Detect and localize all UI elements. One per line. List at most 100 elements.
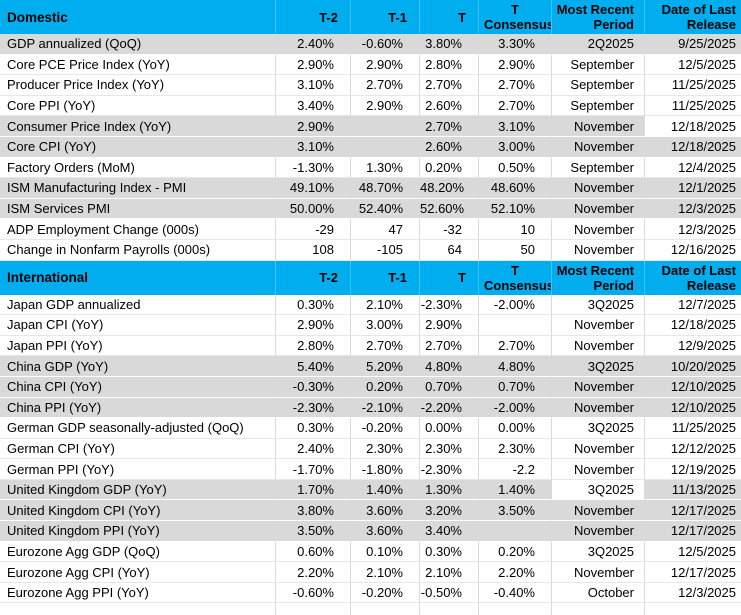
cell-t2[interactable]: 2.20% (276, 562, 351, 583)
cell-t-consensus[interactable]: -0.40% (479, 582, 552, 604)
cell-indicator-label[interactable]: China PPI (YoY) (0, 397, 276, 419)
cell-date-of-last-release[interactable]: 12/19/2025 (645, 459, 741, 480)
cell-t-consensus[interactable]: 10 (479, 219, 552, 240)
cell-t2[interactable]: -1.70% (276, 459, 351, 480)
cell-t[interactable]: -2.30% (420, 294, 479, 316)
cell-t1[interactable] (351, 136, 420, 158)
cell-date-of-last-release[interactable]: 11/25/2025 (645, 95, 741, 117)
cell-indicator-label[interactable]: ADP Employment Change (000s) (0, 219, 276, 240)
cell-most-recent-period[interactable]: November (552, 335, 645, 357)
cell-date-of-last-release[interactable]: 12/17/2025 (645, 521, 741, 542)
cell-indicator-label[interactable]: Eurozone Agg CPI (YoY) (0, 562, 276, 583)
column-header-date-of-last-release[interactable]: Date of Last Release (645, 260, 741, 295)
cell-date-of-last-release[interactable]: 12/3/2025 (645, 198, 741, 220)
cell-t[interactable]: 0.00% (420, 418, 479, 439)
cell-indicator-label[interactable]: United Kingdom PPI (YoY) (0, 521, 276, 542)
cell-t1[interactable]: 2.30% (351, 438, 420, 460)
cell-most-recent-period[interactable]: November (552, 178, 645, 199)
cell-t1[interactable]: 52.40% (351, 198, 420, 220)
cell-most-recent-period[interactable]: September (552, 95, 645, 117)
cell-date-of-last-release[interactable]: 12/4/2025 (645, 157, 741, 179)
cell-t1[interactable]: 0.10% (351, 541, 420, 563)
cell-indicator-label[interactable]: United Kingdom CPI (YoY) (0, 500, 276, 522)
cell-date-of-last-release[interactable]: 10/20/2025 (645, 356, 741, 377)
cell-t-consensus[interactable]: 52.10% (479, 198, 552, 220)
cell-t1[interactable]: -1.80% (351, 459, 420, 480)
cell-t[interactable]: 0.20% (420, 157, 479, 179)
cell-most-recent-period[interactable]: 3Q2025 (552, 479, 645, 501)
cell-indicator-label[interactable]: Factory Orders (MoM) (0, 157, 276, 179)
cell-indicator-label[interactable]: Consumer Price Index (YoY) (0, 116, 276, 137)
empty-cell[interactable] (645, 603, 741, 615)
cell-most-recent-period[interactable]: 3Q2025 (552, 294, 645, 316)
cell-t[interactable]: -2.20% (420, 397, 479, 419)
cell-t-consensus[interactable]: 2.20% (479, 562, 552, 583)
empty-cell[interactable] (420, 603, 479, 615)
cell-date-of-last-release[interactable]: 12/3/2025 (645, 219, 741, 240)
cell-t2[interactable]: -2.30% (276, 397, 351, 419)
cell-t-consensus[interactable] (479, 315, 552, 336)
cell-t2[interactable]: 2.40% (276, 438, 351, 460)
cell-t[interactable]: 3.80% (420, 34, 479, 55)
cell-indicator-label[interactable]: Core PPI (YoY) (0, 95, 276, 117)
cell-t1[interactable]: 2.70% (351, 335, 420, 357)
cell-t2[interactable]: 0.60% (276, 541, 351, 563)
column-header-t[interactable]: T (420, 0, 479, 34)
cell-t[interactable]: -2.30% (420, 459, 479, 480)
cell-t2[interactable]: -1.30% (276, 157, 351, 179)
cell-most-recent-period[interactable]: November (552, 198, 645, 220)
cell-t2[interactable]: 0.30% (276, 294, 351, 316)
cell-most-recent-period[interactable]: October (552, 582, 645, 604)
cell-indicator-label[interactable]: China GDP (YoY) (0, 356, 276, 377)
empty-cell[interactable] (552, 603, 645, 615)
cell-date-of-last-release[interactable]: 12/10/2025 (645, 397, 741, 419)
column-header-t-consensus[interactable]: T Consensus (479, 0, 552, 34)
cell-t1[interactable]: -105 (351, 239, 420, 261)
cell-most-recent-period[interactable]: November (552, 521, 645, 542)
cell-t1[interactable]: 1.30% (351, 157, 420, 179)
cell-most-recent-period[interactable]: November (552, 219, 645, 240)
cell-t[interactable]: 2.10% (420, 562, 479, 583)
cell-most-recent-period[interactable]: November (552, 438, 645, 460)
cell-date-of-last-release[interactable]: 12/16/2025 (645, 239, 741, 261)
cell-t-consensus[interactable]: 0.20% (479, 541, 552, 563)
column-header-t1[interactable]: T-1 (351, 0, 420, 34)
column-header-most-recent-period[interactable]: Most Recent Period (552, 0, 645, 34)
cell-t-consensus[interactable] (479, 521, 552, 542)
cell-indicator-label[interactable]: United Kingdom GDP (YoY) (0, 479, 276, 501)
cell-t1[interactable]: -0.60% (351, 34, 420, 55)
cell-t1[interactable]: -0.20% (351, 582, 420, 604)
cell-date-of-last-release[interactable]: 12/7/2025 (645, 294, 741, 316)
cell-date-of-last-release[interactable]: 12/10/2025 (645, 376, 741, 398)
cell-t1[interactable]: 3.60% (351, 500, 420, 522)
cell-most-recent-period[interactable]: September (552, 75, 645, 96)
cell-t[interactable]: 4.80% (420, 356, 479, 377)
empty-cell[interactable] (351, 603, 420, 615)
cell-most-recent-period[interactable]: November (552, 376, 645, 398)
cell-indicator-label[interactable]: German PPI (YoY) (0, 459, 276, 480)
cell-t2[interactable]: 5.40% (276, 356, 351, 377)
cell-indicator-label[interactable]: German GDP seasonally-adjusted (QoQ) (0, 418, 276, 439)
cell-t1[interactable]: 0.20% (351, 376, 420, 398)
cell-indicator-label[interactable]: GDP annualized (QoQ) (0, 34, 276, 55)
cell-indicator-label[interactable]: Eurozone Agg GDP (QoQ) (0, 541, 276, 563)
cell-indicator-label[interactable]: ISM Services PMI (0, 198, 276, 220)
cell-t1[interactable]: 2.90% (351, 54, 420, 76)
column-header-t2[interactable]: T-2 (276, 0, 351, 34)
cell-t[interactable]: 2.60% (420, 136, 479, 158)
cell-date-of-last-release[interactable]: 12/12/2025 (645, 438, 741, 460)
cell-date-of-last-release[interactable]: 11/13/2025 (645, 479, 741, 501)
cell-t1[interactable]: 2.10% (351, 562, 420, 583)
cell-t2[interactable]: 3.80% (276, 500, 351, 522)
cell-t-consensus[interactable]: 3.10% (479, 116, 552, 137)
column-header-t2[interactable]: T-2 (276, 260, 351, 295)
cell-indicator-label[interactable]: Core CPI (YoY) (0, 136, 276, 158)
empty-cell[interactable] (479, 603, 552, 615)
cell-indicator-label[interactable]: Core PCE Price Index (YoY) (0, 54, 276, 76)
cell-t-consensus[interactable]: 3.30% (479, 34, 552, 55)
cell-t[interactable]: 2.70% (420, 116, 479, 137)
cell-date-of-last-release[interactable]: 12/1/2025 (645, 178, 741, 199)
cell-t2[interactable]: 0.30% (276, 418, 351, 439)
cell-indicator-label[interactable]: Japan GDP annualized (0, 294, 276, 316)
cell-date-of-last-release[interactable]: 12/18/2025 (645, 315, 741, 336)
